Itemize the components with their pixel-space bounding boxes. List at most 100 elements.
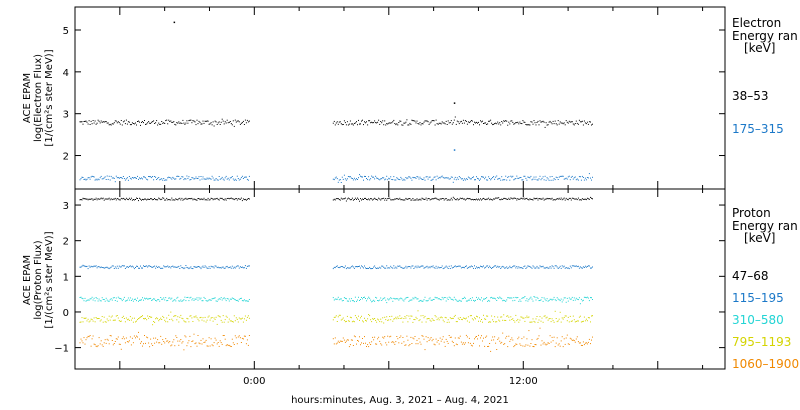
data-point (210, 317, 212, 319)
data-point (479, 317, 480, 319)
data-point (524, 345, 526, 347)
data-point (96, 199, 98, 201)
data-point (547, 300, 549, 302)
data-point (535, 299, 537, 301)
data-point (450, 176, 452, 178)
data-point (566, 198, 568, 200)
data-point (384, 316, 386, 318)
data-point (347, 267, 349, 269)
data-point (467, 342, 469, 344)
data-point (363, 199, 364, 200)
data-point (536, 296, 538, 298)
data-point (403, 341, 405, 343)
data-point (475, 267, 476, 269)
data-point (541, 340, 543, 342)
data-point (210, 122, 212, 124)
data-point (174, 178, 176, 180)
data-point (452, 181, 454, 183)
data-point (231, 176, 233, 177)
data-point (475, 299, 476, 301)
data-point (359, 200, 360, 202)
data-point (520, 316, 522, 318)
data-point (210, 178, 212, 180)
data-point (228, 267, 230, 268)
data-point (195, 199, 197, 201)
data-point (192, 199, 194, 201)
data-point (437, 340, 439, 341)
data-point (376, 268, 378, 269)
data-point (487, 123, 489, 125)
data-point (493, 176, 495, 178)
data-point (382, 177, 384, 179)
data-point (352, 345, 354, 346)
data-point (470, 265, 472, 267)
data-point (557, 298, 559, 300)
data-point (349, 316, 351, 318)
data-point (476, 266, 477, 268)
data-point (377, 177, 379, 179)
data-point (538, 267, 540, 269)
data-point (394, 318, 396, 320)
data-point (338, 199, 340, 200)
data-point (116, 122, 118, 124)
data-point (427, 178, 429, 180)
data-point (363, 342, 364, 344)
data-point (501, 176, 503, 178)
data-point (488, 267, 490, 269)
data-point (247, 265, 249, 267)
data-point (419, 341, 421, 343)
data-point (146, 319, 148, 321)
data-point (505, 175, 507, 177)
data-point (572, 265, 574, 267)
data-point (127, 121, 129, 123)
data-point (335, 198, 337, 200)
data-point (502, 179, 504, 181)
data-point (524, 320, 526, 322)
data-point (344, 197, 346, 199)
data-point (588, 198, 590, 200)
data-point (167, 321, 169, 323)
data-point (89, 124, 91, 125)
data-point (88, 120, 90, 122)
data-point (204, 199, 206, 201)
data-point (406, 297, 408, 298)
data-point (515, 178, 517, 179)
data-point (572, 299, 574, 301)
data-point (96, 122, 98, 124)
data-point (343, 174, 345, 176)
data-point (417, 310, 419, 312)
data-point (408, 300, 410, 302)
data-point (478, 266, 479, 268)
data-point (155, 176, 157, 178)
data-point (491, 315, 493, 317)
data-point (349, 344, 351, 346)
data-point (204, 298, 206, 299)
data-point (384, 336, 386, 338)
data-point (429, 176, 431, 178)
data-point (188, 176, 190, 178)
data-point (475, 122, 476, 124)
data-point (128, 121, 130, 123)
data-point (333, 179, 335, 181)
data-point (553, 199, 555, 200)
data-point (363, 321, 364, 323)
data-point (505, 337, 507, 339)
data-point (398, 265, 400, 267)
data-point (372, 122, 374, 124)
data-point (475, 199, 476, 201)
data-point (167, 177, 169, 179)
data-point (198, 120, 200, 122)
data-point (343, 120, 345, 122)
data-point (517, 297, 519, 298)
data-point (222, 335, 224, 336)
data-point (332, 338, 334, 340)
data-point (381, 178, 383, 180)
data-point (98, 298, 100, 300)
data-point (173, 339, 175, 341)
data-point (413, 177, 415, 179)
data-point (515, 122, 517, 124)
proton-panel-frame (74, 188, 726, 370)
data-point (123, 265, 125, 267)
data-point (168, 199, 170, 200)
data-point (243, 299, 245, 301)
